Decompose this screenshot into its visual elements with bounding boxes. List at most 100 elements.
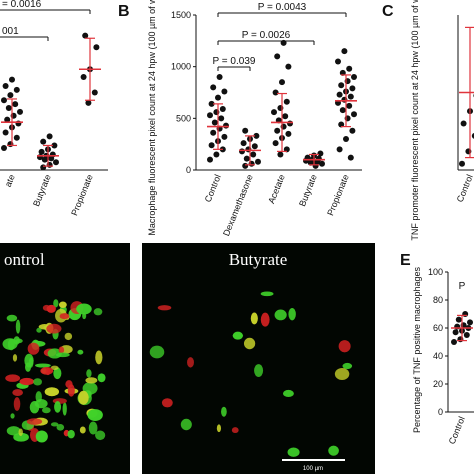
data-point — [285, 63, 292, 70]
data-point — [467, 319, 473, 326]
p-value-label: P — [459, 281, 466, 292]
cell-signal — [254, 364, 264, 377]
data-point — [341, 48, 348, 55]
data-point — [223, 122, 229, 129]
x-tick-label: Control — [203, 173, 223, 204]
x-tick-label: Propionate — [69, 173, 95, 217]
panel-a-x-tick-labels: ate Butyrate Propionate — [3, 173, 95, 217]
cell-signal — [95, 350, 103, 365]
y-tick-label: 80 — [433, 295, 443, 305]
butyrate-image-label: Butyrate — [229, 250, 288, 269]
cell-signal — [33, 378, 42, 386]
cell-signal — [221, 406, 227, 417]
cell-signal — [260, 291, 274, 297]
panel-e-y-axis-label: Percentage of TNF positive macrophages — [412, 267, 422, 433]
cell-signal — [97, 373, 106, 383]
data-point — [37, 154, 43, 161]
y-tick-label: 0 — [186, 165, 191, 175]
y-tick-label: 0 — [438, 407, 443, 417]
cell-signal — [157, 305, 172, 311]
data-point — [49, 151, 56, 158]
data-point — [216, 74, 223, 80]
cell-signal — [26, 418, 43, 425]
cell-signal — [76, 303, 92, 315]
cell-signal — [55, 352, 70, 358]
panel-b-y-ticks: 0 500 1000 1500 — [171, 10, 196, 175]
data-point — [51, 142, 58, 149]
cell-signal — [36, 327, 42, 333]
x-tick-label: Propionate — [325, 173, 351, 217]
data-point — [279, 79, 285, 86]
cell-signal — [15, 338, 23, 344]
data-point — [250, 151, 257, 158]
y-tick-label: 60 — [433, 323, 443, 333]
control-micrograph: ontrol — [0, 243, 130, 474]
panel-a-stats: = 0.0016 001 — [0, 0, 91, 41]
data-point — [336, 146, 343, 153]
cell-signal — [6, 314, 18, 322]
data-point — [339, 107, 346, 114]
x-tick-label: Dexamethasone — [221, 173, 255, 238]
cell-signal — [93, 308, 103, 316]
cell-signal — [288, 307, 296, 321]
data-point — [215, 94, 221, 101]
data-point — [347, 154, 354, 161]
cell-signal — [95, 430, 106, 441]
data-point — [240, 140, 247, 147]
cell-signal — [13, 432, 29, 442]
cell-signal — [342, 362, 353, 370]
cell-signal — [5, 374, 21, 382]
control-image-label: ontrol — [4, 250, 45, 269]
p-value-label: 001 — [2, 26, 19, 37]
data-point — [274, 53, 281, 60]
cell-signal — [334, 367, 350, 381]
data-point — [253, 132, 260, 139]
cell-signal — [79, 426, 86, 434]
data-point — [5, 105, 12, 111]
data-point — [4, 116, 11, 123]
cell-signal — [260, 312, 270, 327]
data-point — [462, 311, 469, 317]
cell-signal — [282, 389, 294, 398]
cell-signal — [180, 418, 192, 431]
data-point — [272, 140, 279, 147]
panel-a-marks — [1, 32, 101, 171]
data-point — [460, 120, 467, 127]
cell-signal — [56, 423, 65, 431]
cell-signal — [85, 377, 98, 384]
cell-signal — [28, 357, 34, 368]
panel-b-marks — [207, 39, 357, 169]
cell-signal — [87, 409, 103, 421]
cell-signal — [6, 426, 21, 436]
data-point — [210, 84, 217, 91]
data-point — [243, 155, 250, 162]
cell-signal — [46, 323, 62, 334]
data-point — [218, 115, 225, 122]
panel-e: E Percentage of TNF positive macrophages… — [400, 252, 474, 446]
panel-e-stats: P — [459, 281, 466, 292]
data-point — [346, 65, 353, 72]
panel-c: C TNF promoter fluorescent pixel count a… — [382, 0, 474, 241]
data-point — [207, 112, 213, 119]
data-point — [213, 151, 220, 158]
cell-signal — [161, 398, 173, 408]
data-point — [351, 111, 357, 118]
panel-e-marks — [451, 311, 473, 345]
panel-c-x-tick-labels: Control — [455, 173, 474, 204]
data-point — [211, 119, 218, 126]
data-point — [221, 88, 228, 95]
butyrate-cell-signals — [149, 291, 353, 457]
cell-signal — [64, 332, 73, 341]
x-tick-label: Control — [447, 415, 467, 446]
data-point — [282, 113, 289, 120]
data-point — [271, 109, 277, 116]
cell-signal — [18, 428, 23, 436]
cell-signal — [27, 342, 40, 355]
data-point — [219, 106, 226, 113]
cell-signal — [50, 422, 59, 427]
data-point — [9, 76, 15, 83]
cell-signal — [59, 313, 70, 320]
data-point — [2, 129, 9, 136]
cell-signal — [62, 402, 67, 416]
cell-signal — [44, 387, 60, 397]
